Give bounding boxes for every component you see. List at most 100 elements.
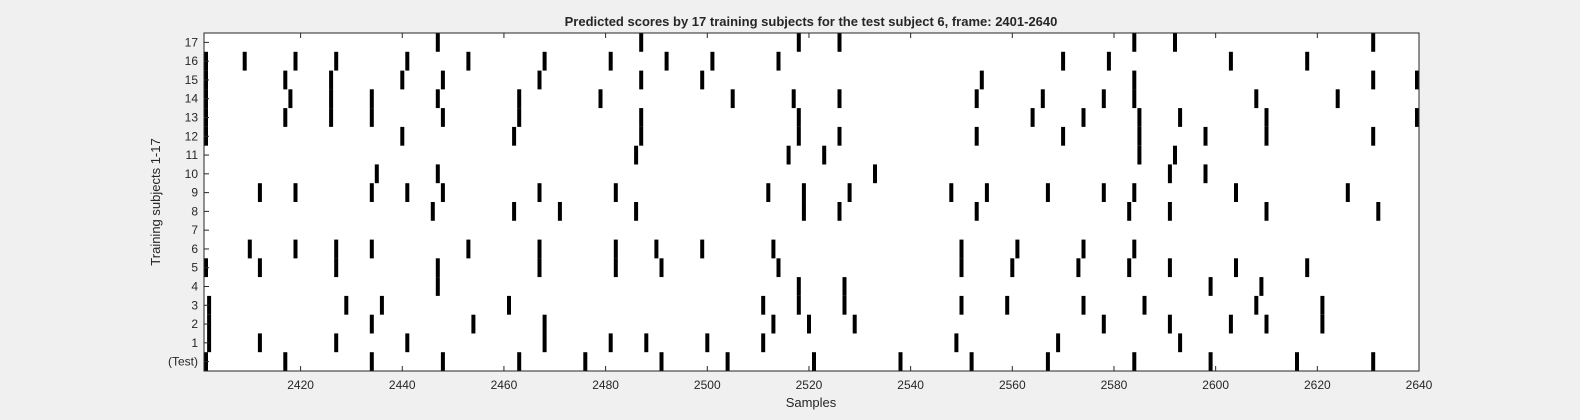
score-mark-row-test-10: [969, 352, 974, 371]
score-mark-row-16-11: [1061, 51, 1066, 71]
score-mark-row-test-2: [369, 352, 374, 371]
score-mark-row-2-9: [1228, 314, 1233, 334]
score-mark-row-13-3: [369, 108, 374, 127]
score-mark-row-15-4: [440, 70, 445, 90]
score-mark-row-8-10: [1376, 202, 1381, 221]
score-mark-row-5-6: [659, 258, 664, 278]
score-mark-row-test-8: [812, 352, 816, 371]
score-mark-row-6-4: [466, 239, 471, 259]
y-tick-label-11: 11: [186, 148, 199, 162]
score-mark-row-1-0: [207, 333, 212, 353]
score-mark-row-10-1: [435, 164, 440, 184]
score-mark-row-test-13: [1208, 352, 1213, 371]
score-mark-row-16-2: [293, 51, 298, 71]
score-mark-row-2-6: [852, 314, 857, 334]
score-mark-row-9-9: [847, 183, 852, 202]
score-mark-row-17-5: [1173, 33, 1177, 52]
score-mark-row-16-9: [710, 51, 715, 71]
score-mark-row-2-11: [1320, 314, 1325, 334]
score-mark-row-3-11: [1254, 295, 1259, 315]
y-tick-label-5: 5: [191, 261, 198, 275]
score-mark-row-6-9: [771, 239, 776, 259]
score-mark-row-15-10: [1371, 70, 1376, 90]
score-mark-row-13-6: [639, 108, 644, 127]
score-mark-row-17-6: [1371, 33, 1376, 52]
score-mark-row-2-0: [207, 314, 212, 334]
score-mark-row-2-4: [771, 314, 776, 334]
score-mark-row-17-2: [796, 33, 801, 52]
score-mark-row-2-2: [471, 314, 476, 334]
x-tick-label-2500: 2500: [694, 378, 721, 392]
score-mark-row-5-2: [334, 258, 339, 278]
score-mark-row-6-7: [654, 239, 659, 259]
score-mark-row-5-1: [257, 258, 262, 278]
score-mark-row-12-5: [837, 126, 842, 146]
x-tick-label-2640: 2640: [1406, 378, 1433, 392]
x-tick-label-2420: 2420: [287, 378, 314, 392]
score-marks: [204, 33, 1419, 371]
score-mark-row-test-6: [659, 352, 664, 371]
score-mark-row-12-7: [1061, 126, 1066, 146]
score-mark-row-13-4: [440, 108, 445, 127]
score-mark-row-3-4: [761, 295, 766, 315]
score-mark-row-9-0: [257, 183, 262, 202]
score-mark-row-14-13: [1132, 89, 1137, 109]
score-mark-row-13-8: [1030, 108, 1035, 127]
y-axis-label: Training subjects 1-17: [148, 138, 163, 265]
score-mark-row-11-3: [1137, 145, 1142, 165]
score-mark-row-11-1: [786, 145, 791, 165]
x-tick-label-2560: 2560: [999, 378, 1026, 392]
score-mark-row-16-4: [405, 51, 410, 71]
score-mark-row-16-12: [1106, 51, 1111, 71]
x-axis-ticks: 2420 2440 2460 2480 2500 2520 2540 2560 2580 2600…: [287, 33, 1433, 392]
score-mark-row-13-5: [517, 108, 522, 127]
y-tick-label-16: 16: [185, 54, 199, 68]
score-mark-row-16-10: [776, 51, 781, 71]
score-mark-row-4-4: [1259, 277, 1264, 296]
score-mark-row-2-3: [542, 314, 547, 334]
score-mark-row-test-9: [898, 352, 903, 371]
y-tick-label-8: 8: [191, 204, 198, 218]
score-mark-row-16-6: [542, 51, 547, 71]
score-mark-row-1-11: [1178, 333, 1183, 353]
score-mark-row-1-9: [954, 333, 959, 353]
score-mark-row-14-1: [288, 89, 293, 109]
score-mark-row-12-4: [796, 126, 801, 146]
y-tick-label-9: 9: [191, 186, 198, 200]
score-mark-row-1-10: [1056, 333, 1061, 353]
score-mark-row-16-13: [1228, 51, 1233, 71]
score-mark-row-16-5: [466, 51, 471, 71]
x-tick-label-2520: 2520: [796, 378, 823, 392]
y-tick-label-4: 4: [191, 280, 198, 294]
score-mark-row-8-7: [1127, 202, 1132, 221]
score-mark-row-15-2: [329, 70, 334, 90]
chart-title: Predicted scores by 17 training subjects…: [565, 14, 1058, 29]
score-mark-row-3-7: [959, 295, 964, 315]
score-mark-row-12-2: [512, 126, 517, 146]
score-mark-row-14-14: [1254, 89, 1259, 109]
y-tick-label-1: 1: [191, 336, 198, 350]
score-mark-row-14-12: [1101, 89, 1106, 109]
score-mark-row-3-12: [1320, 295, 1325, 315]
score-mark-row-9-2: [369, 183, 374, 202]
score-mark-row-8-1: [512, 202, 517, 221]
score-mark-row-6-8: [700, 239, 705, 259]
score-mark-row-1-1: [257, 333, 262, 353]
score-mark-row-1-8: [761, 333, 766, 353]
score-mark-row-16-7: [608, 51, 613, 71]
score-mark-row-8-3: [634, 202, 639, 221]
y-tick-label-test: (Test): [168, 355, 198, 369]
score-mark-row-5-13: [1234, 258, 1238, 278]
score-mark-row-8-6: [974, 202, 979, 221]
score-mark-row-10-2: [873, 164, 877, 184]
score-mark-row-13-9: [1081, 108, 1086, 127]
x-tick-label-2540: 2540: [897, 378, 924, 392]
score-mark-row-2-5: [807, 314, 811, 334]
score-mark-row-9-8: [801, 183, 806, 202]
score-mark-row-1-3: [405, 333, 410, 353]
score-mark-row-9-10: [949, 183, 954, 202]
score-mark-row-12-11: [1371, 126, 1376, 146]
score-mark-row-13-13: [1415, 108, 1419, 127]
score-mark-row-15-3: [400, 70, 405, 90]
